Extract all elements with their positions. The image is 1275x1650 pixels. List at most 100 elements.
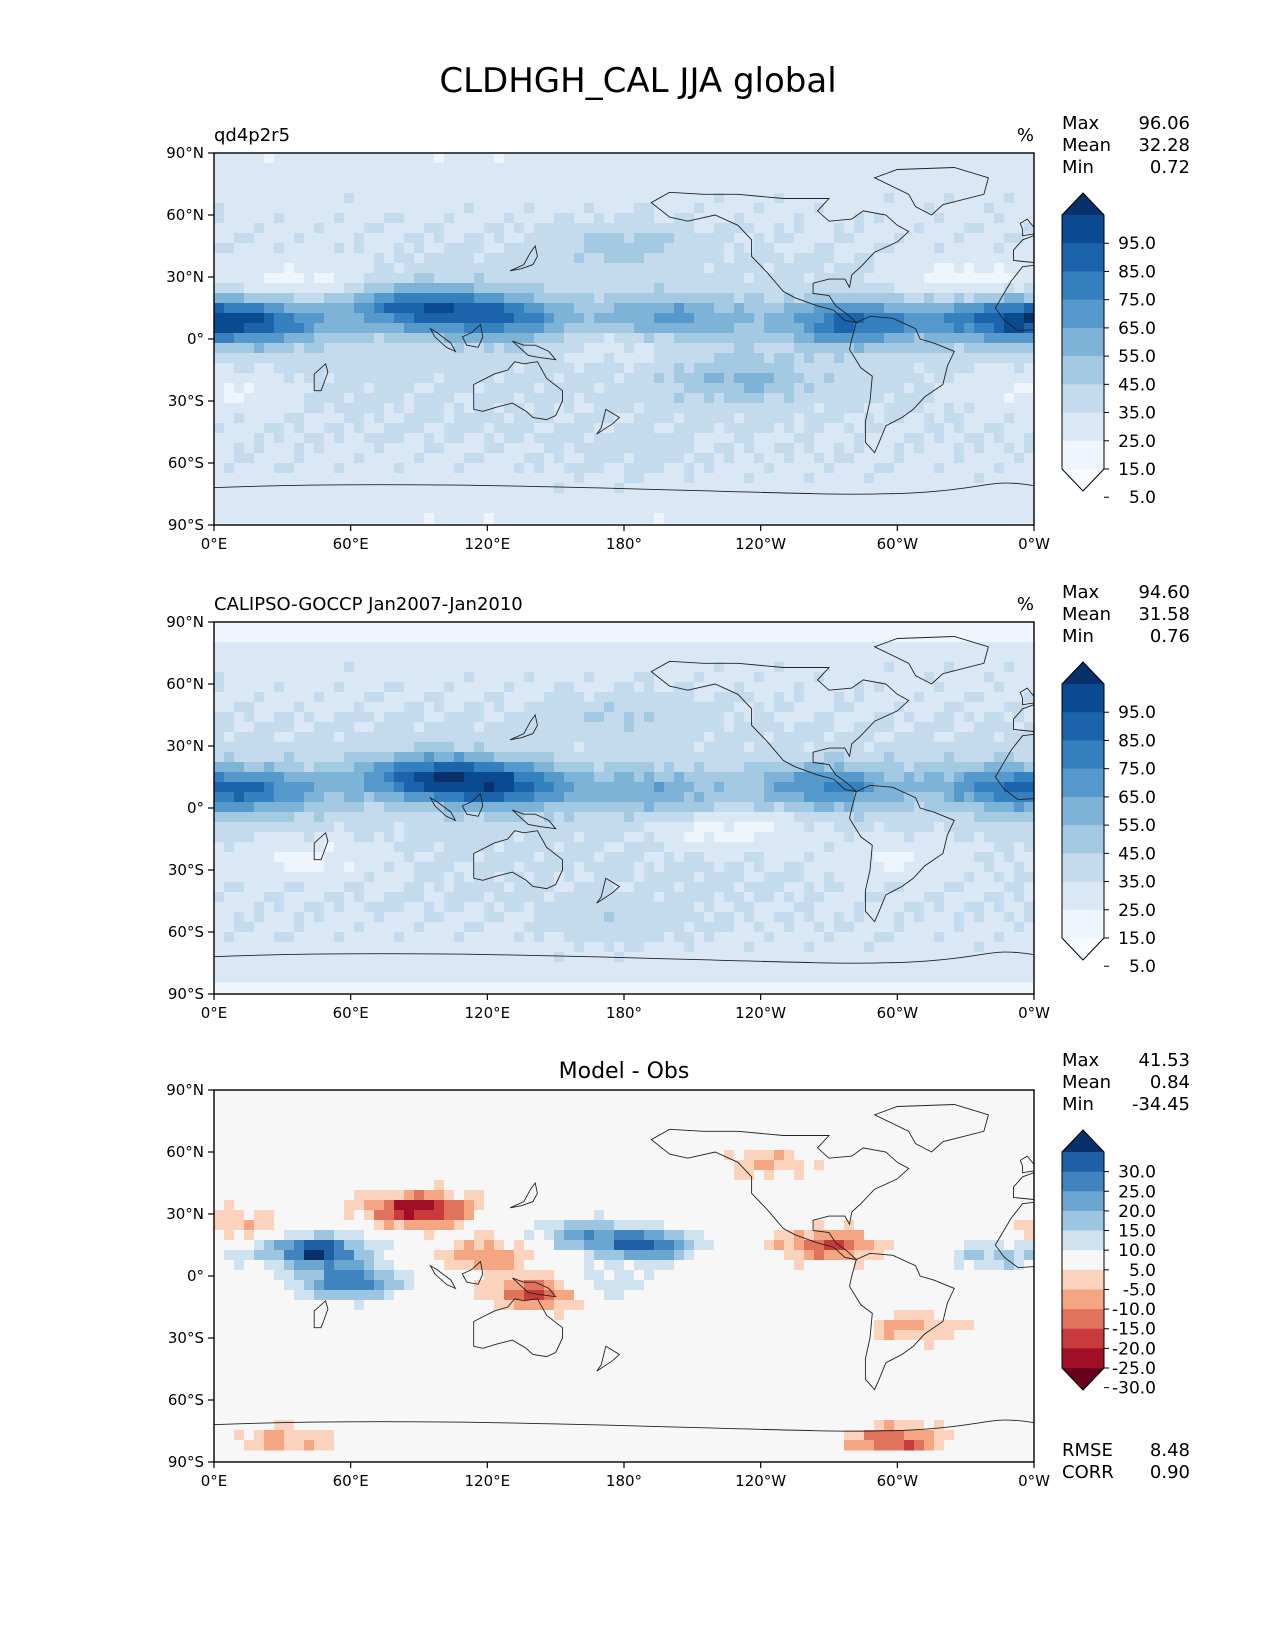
panel-unit: % [1017, 594, 1034, 615]
colorbar-swatch [1062, 215, 1104, 244]
y-tick-label: 30°S [168, 1329, 204, 1347]
y-tick-label: 0° [187, 799, 204, 817]
colorbar-tick-label: -5.0 [1123, 1280, 1156, 1300]
contour-field [214, 153, 1034, 525]
colorbar-swatch [1062, 1250, 1104, 1271]
y-tick-label: 0° [187, 330, 204, 348]
colorbar: 95.0 85.0 75.0 65.0 55.0 45.0 35.0 25.0 15.0 5.0 [1061, 192, 1156, 508]
contour-field [214, 1090, 1034, 1462]
colorbar-tick-label: 85.0 [1118, 262, 1156, 282]
stat-label: Min [1062, 157, 1094, 178]
colorbar-swatch [1062, 1230, 1104, 1251]
colorbar-tick-label: 35.0 [1118, 404, 1156, 424]
y-tick-label: 30°S [168, 392, 204, 410]
colorbar-tick-label: 55.0 [1118, 816, 1156, 836]
x-tick-label: 60°E [333, 535, 369, 553]
colorbar-tick-label: 95.0 [1118, 234, 1156, 254]
colorbar-swatch [1062, 1210, 1104, 1232]
colorbar: 95.0 85.0 75.0 65.0 55.0 45.0 35.0 25.0 15.0 5.0 [1061, 661, 1156, 977]
colorbar-swatch [1062, 825, 1104, 854]
map-panel-3: 0°E 60°E 120°E 180° 120°W 60°W 0°W 90°N 60°N 30°N… [166, 1050, 1190, 1490]
colorbar-swatch [1062, 1152, 1104, 1173]
x-tick-label: 0°W [1018, 1472, 1050, 1490]
y-tick-label: 90°N [166, 144, 204, 162]
y-tick-label: 60°S [168, 454, 204, 472]
colorbar-swatch [1062, 853, 1104, 883]
panel-left-title: CALIPSO-GOCCP Jan2007-Jan2010 [214, 594, 523, 615]
x-tick-label: 0°E [201, 1472, 228, 1490]
footer-stat-value: 0.90 [1150, 1462, 1190, 1483]
colorbar-swatch [1062, 271, 1104, 301]
x-tick-label: 120°E [465, 1004, 511, 1022]
map-panel-1: 0°E 60°E 120°E 180° 120°W 60°W 0°W 90°N 60°N 30°N… [166, 113, 1190, 553]
y-tick-label: 90°S [168, 1453, 204, 1471]
colorbar-tick-label: 35.0 [1118, 873, 1156, 893]
colorbar-swatch [1062, 684, 1104, 713]
stat-value: 0.72 [1150, 157, 1190, 178]
colorbar-swatch [1062, 193, 1104, 215]
colorbar-swatch [1062, 881, 1104, 911]
colorbar-tick-label: 15.0 [1118, 460, 1156, 480]
y-tick-label: 30°S [168, 861, 204, 879]
colorbar-tick-label: 45.0 [1118, 844, 1156, 864]
colorbar-swatch [1062, 440, 1104, 470]
x-tick-label: 60°W [877, 535, 919, 553]
x-tick-label: 180° [606, 1472, 642, 1490]
stat-label: Max [1062, 582, 1100, 603]
x-tick-label: 60°W [877, 1472, 919, 1490]
colorbar-tick-label: 5.0 [1129, 957, 1156, 977]
colorbar-tick-label: -10.0 [1112, 1300, 1156, 1320]
coastlines [214, 167, 1034, 495]
colorbar-swatch [1062, 796, 1104, 826]
stat-value: 96.06 [1138, 113, 1190, 134]
colorbar-swatch [1062, 768, 1104, 798]
colorbar-swatch [1062, 1130, 1104, 1152]
coastlines [214, 1104, 1034, 1432]
colorbar-swatch [1062, 938, 1104, 960]
colorbar-swatch [1062, 1368, 1104, 1390]
panel-left-title: qd4p2r5 [214, 125, 290, 146]
colorbar-swatch [1062, 356, 1104, 385]
colorbar-tick-label: 75.0 [1118, 291, 1156, 311]
y-tick-label: 30°N [166, 1205, 204, 1223]
colorbar-tick-label: 30.0 [1118, 1163, 1156, 1183]
stat-label: Min [1062, 1094, 1094, 1115]
y-tick-label: 60°S [168, 1391, 204, 1409]
colorbar-tick-label: 25.0 [1118, 432, 1156, 452]
x-tick-label: 120°E [465, 1472, 511, 1490]
colorbar-swatch [1062, 1289, 1104, 1310]
stat-value: 0.76 [1150, 626, 1190, 647]
x-tick-label: 120°W [735, 535, 786, 553]
colorbar-swatch [1062, 412, 1104, 442]
colorbar-tick-label: 85.0 [1118, 731, 1156, 751]
footer-stat-label: RMSE [1062, 1440, 1113, 1461]
y-tick-label: 60°N [166, 206, 204, 224]
colorbar-swatch [1062, 712, 1104, 741]
colorbar-swatch [1062, 243, 1104, 272]
colorbar-tick-label: -15.0 [1112, 1320, 1156, 1340]
colorbar-tick-label: 20.0 [1118, 1202, 1156, 1222]
colorbar-tick-label: 25.0 [1118, 901, 1156, 921]
stat-label: Mean [1062, 135, 1111, 156]
x-tick-label: 0°E [201, 535, 228, 553]
colorbar-swatch [1062, 1269, 1104, 1290]
x-tick-label: 60°W [877, 1004, 919, 1022]
x-tick-label: 180° [606, 535, 642, 553]
colorbar-tick-label: 25.0 [1118, 1182, 1156, 1202]
stat-label: Min [1062, 626, 1094, 647]
y-tick-label: 30°N [166, 268, 204, 286]
colorbar-swatch [1062, 1348, 1104, 1369]
y-tick-label: 60°N [166, 675, 204, 693]
x-tick-label: 120°W [735, 1004, 786, 1022]
figure-title: CLDHGH_CAL JJA global [439, 61, 836, 101]
x-tick-label: 0°E [201, 1004, 228, 1022]
y-tick-label: 60°S [168, 923, 204, 941]
colorbar-tick-label: 75.0 [1118, 760, 1156, 780]
y-tick-label: 60°N [166, 1143, 204, 1161]
x-tick-label: 0°W [1018, 535, 1050, 553]
stat-value: 32.28 [1138, 135, 1190, 156]
stat-label: Max [1062, 1050, 1100, 1071]
stat-value: 31.58 [1138, 604, 1190, 625]
x-tick-label: 60°E [333, 1004, 369, 1022]
